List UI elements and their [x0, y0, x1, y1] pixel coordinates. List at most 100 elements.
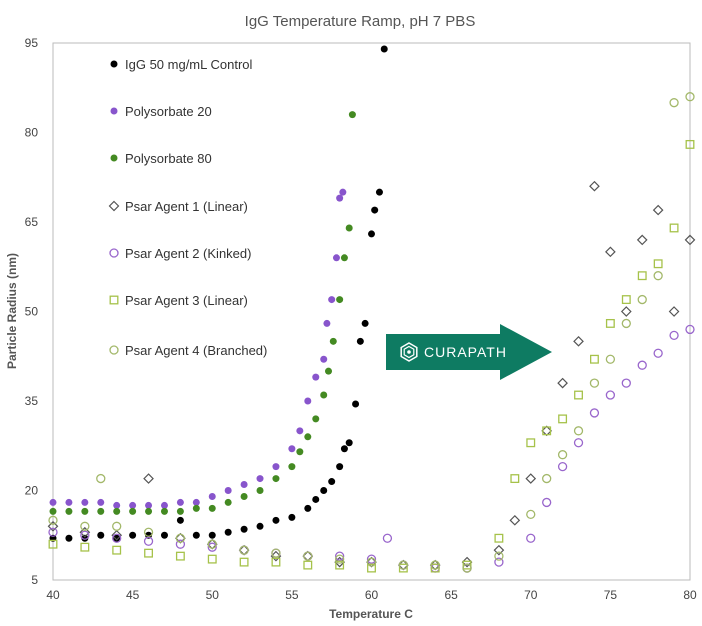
data-point — [320, 391, 328, 399]
data-point — [113, 507, 121, 515]
data-point — [371, 206, 379, 214]
legend-entry: IgG 50 mg/mL Control — [110, 57, 253, 72]
data-point — [81, 498, 89, 506]
series-3 — [49, 111, 356, 515]
data-point — [542, 426, 552, 436]
data-point — [288, 445, 296, 453]
data-point — [494, 557, 504, 567]
data-point — [361, 319, 369, 327]
data-point — [49, 507, 57, 515]
data-point — [192, 498, 200, 506]
data-point — [653, 259, 663, 269]
legend-label: Psar Agent 4 (Branched) — [125, 343, 267, 358]
data-point — [340, 254, 348, 262]
data-point — [336, 296, 344, 304]
data-point — [685, 139, 695, 149]
legend-marker — [109, 295, 119, 305]
data-point — [398, 563, 408, 573]
legend-marker — [109, 248, 119, 258]
data-point — [113, 534, 121, 542]
data-point — [335, 560, 345, 570]
legend-marker — [110, 60, 118, 68]
data-point — [143, 527, 154, 537]
data-point — [557, 461, 568, 472]
data-point — [653, 348, 663, 358]
data-point — [96, 473, 106, 484]
data-point — [542, 497, 552, 508]
data-point — [145, 501, 153, 509]
data-point — [668, 306, 680, 317]
x-axis: 40 45 50 55 60 65 70 75 80 — [46, 588, 697, 602]
data-point — [368, 230, 375, 238]
data-point — [175, 551, 185, 561]
data-point — [590, 354, 599, 364]
data-point — [207, 542, 217, 552]
brand-arrow: CURAPATH — [386, 324, 552, 380]
legend-label: Psar Agent 1 (Linear) — [125, 199, 248, 214]
data-point — [145, 507, 153, 515]
data-point — [334, 554, 345, 564]
data-point — [81, 507, 89, 515]
data-point — [143, 473, 154, 484]
legend-label: IgG 50 mg/mL Control — [125, 57, 253, 72]
y-tick-label: 80 — [25, 126, 39, 140]
data-point — [637, 360, 647, 370]
data-point — [80, 542, 90, 552]
data-point — [288, 513, 296, 521]
data-point — [271, 557, 281, 567]
y-tick-label: 65 — [25, 215, 39, 229]
series-7 — [48, 92, 695, 573]
data-point — [208, 492, 216, 500]
data-point — [669, 98, 679, 108]
data-point — [328, 296, 336, 304]
data-point — [65, 507, 73, 515]
data-point — [621, 378, 631, 388]
y-axis-label: Particle Radius (nm) — [5, 253, 19, 369]
data-point — [81, 534, 89, 542]
data-point — [493, 544, 505, 556]
data-point — [240, 481, 248, 489]
data-point — [323, 319, 331, 327]
data-point — [541, 425, 553, 437]
data-point — [356, 337, 364, 345]
data-point — [462, 560, 472, 570]
data-point — [574, 390, 583, 400]
x-axis-label: Temperature C — [329, 607, 413, 621]
data-point — [48, 515, 58, 525]
data-point — [129, 507, 137, 515]
data-point — [272, 516, 280, 524]
data-point — [48, 527, 58, 537]
series-2 — [49, 188, 347, 509]
data-point — [240, 525, 248, 533]
data-point — [239, 545, 249, 555]
data-point — [605, 390, 616, 400]
data-point — [430, 563, 440, 573]
data-point — [669, 330, 679, 341]
data-point — [620, 306, 632, 317]
data-point — [558, 414, 568, 424]
data-point — [192, 504, 200, 512]
data-point — [312, 373, 320, 381]
data-point — [637, 294, 647, 305]
legend-label: Psar Agent 3 (Linear) — [125, 293, 248, 308]
data-point — [345, 439, 353, 447]
data-point — [208, 504, 216, 512]
data-point — [367, 563, 376, 573]
data-point — [129, 501, 137, 509]
data-point — [328, 478, 336, 486]
data-point — [573, 335, 584, 347]
y-tick-label: 35 — [25, 394, 39, 408]
data-point — [160, 501, 168, 509]
data-point — [270, 550, 282, 562]
data-point — [320, 355, 328, 363]
data-point — [685, 92, 695, 102]
legend-entry: Psar Agent 3 (Linear) — [109, 293, 248, 308]
data-point — [352, 400, 360, 408]
data-point — [398, 560, 409, 570]
legend-entry: Psar Agent 1 (Linear) — [108, 199, 248, 214]
data-point — [207, 539, 217, 549]
y-tick-label: 20 — [25, 484, 39, 498]
data-point — [304, 433, 312, 441]
data-point — [589, 378, 600, 388]
